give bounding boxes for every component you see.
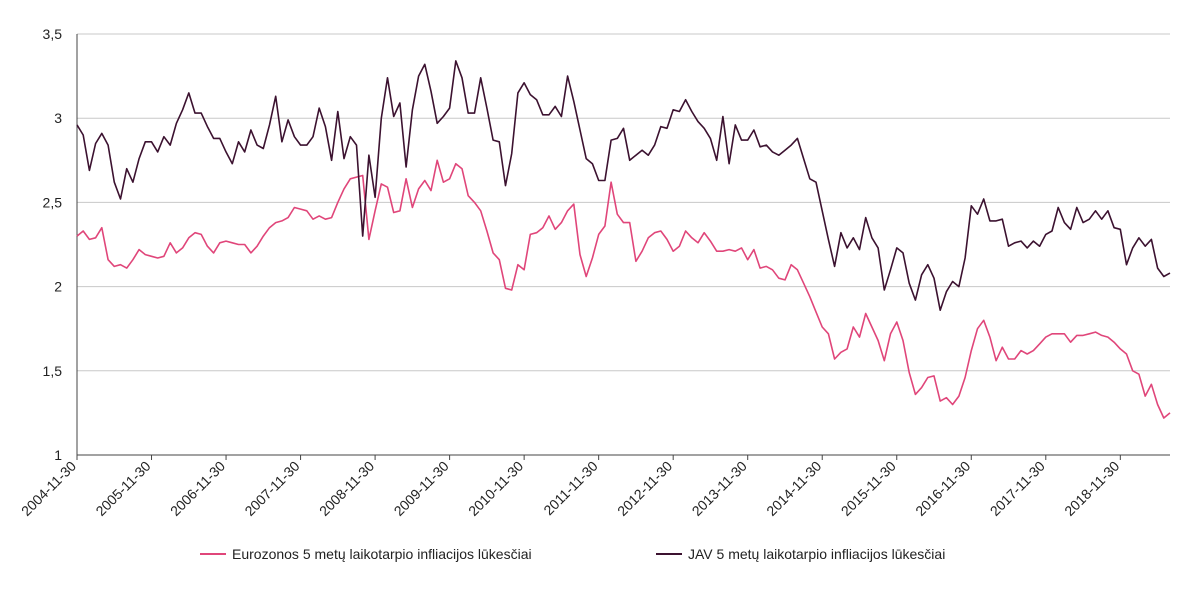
x-tick-label: 2015-11-30: [838, 458, 899, 519]
x-tick-label: 2008-11-30: [316, 458, 377, 519]
y-tick-label: 3: [54, 110, 62, 126]
x-tick-label: 2010-11-30: [465, 458, 526, 519]
series-line-eurozone: [76, 159, 1171, 419]
x-tick-label: 2017-11-30: [987, 458, 1048, 519]
x-tick-label: 2012-11-30: [614, 458, 675, 519]
series-line-usa: [76, 60, 1171, 312]
x-tick-label: 2016-11-30: [912, 458, 973, 519]
legend-swatch-usa: [656, 553, 682, 555]
x-tick-label: 2013-11-30: [689, 458, 750, 519]
legend-item-eurozone: Eurozonos 5 metų laikotarpio infliacijos…: [200, 546, 532, 562]
x-tick-label: 2004-11-30: [18, 458, 79, 519]
y-tick-label: 3,5: [43, 26, 63, 42]
legend-swatch-eurozone: [200, 553, 226, 555]
x-tick-label: 2007-11-30: [241, 458, 302, 519]
legend-item-usa: JAV 5 metų laikotarpio infliacijos lūkes…: [656, 546, 945, 562]
legend: Eurozonos 5 metų laikotarpio infliacijos…: [0, 546, 1200, 570]
x-tick-label: 2011-11-30: [540, 458, 601, 519]
series-lines: [76, 60, 1171, 419]
y-tick-label: 2: [54, 279, 62, 295]
x-tick-label: 2014-11-30: [763, 458, 824, 519]
y-tick-label: 1: [54, 447, 62, 463]
x-tick-label: 2006-11-30: [167, 458, 228, 519]
gridlines: [77, 33, 1170, 372]
legend-label-usa: JAV 5 metų laikotarpio infliacijos lūkes…: [688, 546, 946, 562]
x-tick-label: 2018-11-30: [1061, 458, 1122, 519]
y-tick-label: 1,5: [43, 363, 63, 379]
legend-label-eurozone: Eurozonos 5 metų laikotarpio infliacijos…: [232, 546, 532, 562]
y-axis-ticks: 1 1,5 2 2,5 3 3,5: [43, 26, 63, 463]
x-axis: 2004-11-30 2005-11-30 2006-11-30 2007-11-30…: [18, 34, 1170, 519]
x-tick-label: 2005-11-30: [92, 458, 153, 519]
y-tick-label: 2,5: [43, 194, 63, 210]
x-tick-label: 2009-11-30: [391, 458, 452, 519]
